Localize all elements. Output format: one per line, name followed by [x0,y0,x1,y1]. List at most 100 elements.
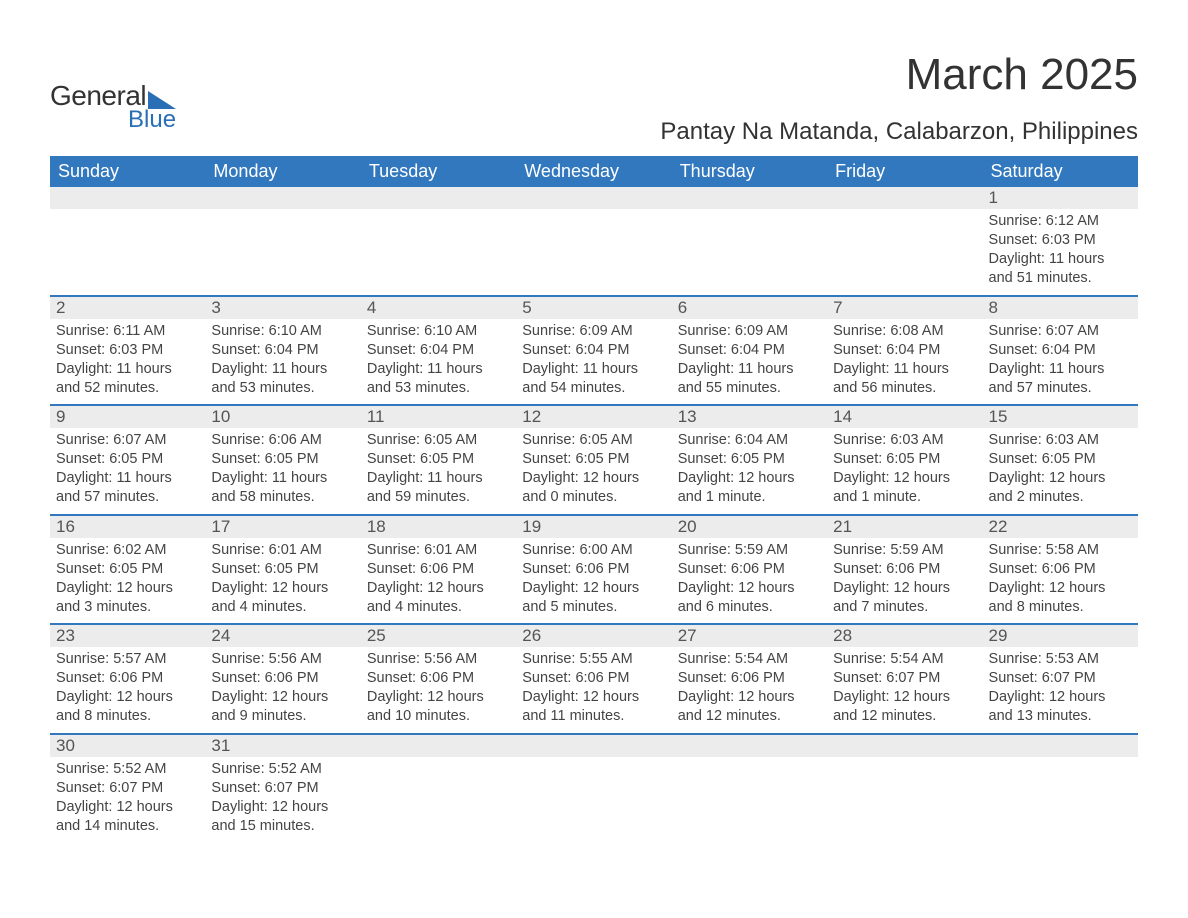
sunset-text: Sunset: 6:05 PM [56,450,199,469]
week-row: 2Sunrise: 6:11 AMSunset: 6:03 PMDaylight… [50,297,1138,407]
day-header: Friday [827,156,982,187]
day-number [361,735,516,757]
day-body: Sunrise: 6:01 AMSunset: 6:06 PMDaylight:… [361,538,516,624]
daylight-text: Daylight: 11 hours and 51 minutes. [989,250,1132,288]
day-number: 22 [983,516,1138,538]
day-body: Sunrise: 6:09 AMSunset: 6:04 PMDaylight:… [516,319,671,405]
daylight-text: Daylight: 12 hours and 6 minutes. [678,579,821,617]
day-cell: 31Sunrise: 5:52 AMSunset: 6:07 PMDayligh… [205,735,360,843]
day-cell [983,735,1138,843]
sunrise-text: Sunrise: 5:55 AM [522,650,665,669]
day-cell: 15Sunrise: 6:03 AMSunset: 6:05 PMDayligh… [983,406,1138,514]
day-body: Sunrise: 6:03 AMSunset: 6:05 PMDaylight:… [983,428,1138,514]
day-body [672,209,827,287]
daylight-text: Daylight: 11 hours and 57 minutes. [56,469,199,507]
sunrise-text: Sunrise: 6:06 AM [211,431,354,450]
day-body: Sunrise: 5:53 AMSunset: 6:07 PMDaylight:… [983,647,1138,733]
day-number: 18 [361,516,516,538]
sunset-text: Sunset: 6:04 PM [678,341,821,360]
day-cell [516,735,671,843]
daylight-text: Daylight: 12 hours and 9 minutes. [211,688,354,726]
sunset-text: Sunset: 6:04 PM [522,341,665,360]
day-body: Sunrise: 6:05 AMSunset: 6:05 PMDaylight:… [516,428,671,514]
day-header: Thursday [672,156,827,187]
sunrise-text: Sunrise: 5:52 AM [56,760,199,779]
sunset-text: Sunset: 6:04 PM [211,341,354,360]
day-number: 14 [827,406,982,428]
logo: General Blue [50,50,176,134]
month-title: March 2025 [660,50,1138,100]
day-header: Wednesday [516,156,671,187]
week-row: 9Sunrise: 6:07 AMSunset: 6:05 PMDaylight… [50,406,1138,516]
day-cell: 26Sunrise: 5:55 AMSunset: 6:06 PMDayligh… [516,625,671,733]
day-cell [516,187,671,295]
day-header: Monday [205,156,360,187]
day-number: 27 [672,625,827,647]
day-cell [672,187,827,295]
day-cell: 2Sunrise: 6:11 AMSunset: 6:03 PMDaylight… [50,297,205,405]
day-body: Sunrise: 6:07 AMSunset: 6:04 PMDaylight:… [983,319,1138,405]
day-body: Sunrise: 6:03 AMSunset: 6:05 PMDaylight:… [827,428,982,514]
day-body: Sunrise: 6:10 AMSunset: 6:04 PMDaylight:… [361,319,516,405]
day-body: Sunrise: 5:56 AMSunset: 6:06 PMDaylight:… [205,647,360,733]
day-number: 19 [516,516,671,538]
day-body: Sunrise: 6:04 AMSunset: 6:05 PMDaylight:… [672,428,827,514]
sunrise-text: Sunrise: 5:56 AM [367,650,510,669]
day-number [516,735,671,757]
day-body [361,757,516,835]
day-body: Sunrise: 5:56 AMSunset: 6:06 PMDaylight:… [361,647,516,733]
day-cell: 11Sunrise: 6:05 AMSunset: 6:05 PMDayligh… [361,406,516,514]
day-body [361,209,516,287]
day-number: 31 [205,735,360,757]
sunset-text: Sunset: 6:05 PM [989,450,1132,469]
day-cell: 14Sunrise: 6:03 AMSunset: 6:05 PMDayligh… [827,406,982,514]
day-cell: 13Sunrise: 6:04 AMSunset: 6:05 PMDayligh… [672,406,827,514]
day-cell: 1Sunrise: 6:12 AMSunset: 6:03 PMDaylight… [983,187,1138,295]
day-cell: 16Sunrise: 6:02 AMSunset: 6:05 PMDayligh… [50,516,205,624]
day-body: Sunrise: 5:58 AMSunset: 6:06 PMDaylight:… [983,538,1138,624]
day-cell: 18Sunrise: 6:01 AMSunset: 6:06 PMDayligh… [361,516,516,624]
daylight-text: Daylight: 12 hours and 5 minutes. [522,579,665,617]
day-cell [361,735,516,843]
day-cell [361,187,516,295]
day-number: 7 [827,297,982,319]
day-body: Sunrise: 6:06 AMSunset: 6:05 PMDaylight:… [205,428,360,514]
day-body: Sunrise: 5:54 AMSunset: 6:07 PMDaylight:… [827,647,982,733]
day-cell: 29Sunrise: 5:53 AMSunset: 6:07 PMDayligh… [983,625,1138,733]
sunrise-text: Sunrise: 5:57 AM [56,650,199,669]
sunset-text: Sunset: 6:05 PM [211,560,354,579]
day-body: Sunrise: 6:05 AMSunset: 6:05 PMDaylight:… [361,428,516,514]
daylight-text: Daylight: 12 hours and 11 minutes. [522,688,665,726]
sunset-text: Sunset: 6:05 PM [522,450,665,469]
day-number [361,187,516,209]
day-number: 25 [361,625,516,647]
day-body: Sunrise: 6:12 AMSunset: 6:03 PMDaylight:… [983,209,1138,295]
day-body: Sunrise: 5:59 AMSunset: 6:06 PMDaylight:… [827,538,982,624]
daylight-text: Daylight: 12 hours and 7 minutes. [833,579,976,617]
sunrise-text: Sunrise: 6:10 AM [211,322,354,341]
day-number: 11 [361,406,516,428]
day-number: 13 [672,406,827,428]
day-number [516,187,671,209]
day-cell: 24Sunrise: 5:56 AMSunset: 6:06 PMDayligh… [205,625,360,733]
day-number: 3 [205,297,360,319]
day-number: 17 [205,516,360,538]
sunrise-text: Sunrise: 5:56 AM [211,650,354,669]
day-body [516,209,671,287]
day-body: Sunrise: 5:55 AMSunset: 6:06 PMDaylight:… [516,647,671,733]
day-cell: 19Sunrise: 6:00 AMSunset: 6:06 PMDayligh… [516,516,671,624]
day-body: Sunrise: 6:07 AMSunset: 6:05 PMDaylight:… [50,428,205,514]
day-cell: 4Sunrise: 6:10 AMSunset: 6:04 PMDaylight… [361,297,516,405]
weeks-container: 1Sunrise: 6:12 AMSunset: 6:03 PMDaylight… [50,187,1138,842]
week-row: 30Sunrise: 5:52 AMSunset: 6:07 PMDayligh… [50,735,1138,843]
sunrise-text: Sunrise: 5:54 AM [678,650,821,669]
sunrise-text: Sunrise: 5:54 AM [833,650,976,669]
day-number: 9 [50,406,205,428]
day-header-row: SundayMondayTuesdayWednesdayThursdayFrid… [50,156,1138,187]
logo-text-blue: Blue [50,106,176,134]
day-number [827,735,982,757]
day-cell: 17Sunrise: 6:01 AMSunset: 6:05 PMDayligh… [205,516,360,624]
day-cell: 12Sunrise: 6:05 AMSunset: 6:05 PMDayligh… [516,406,671,514]
day-number: 29 [983,625,1138,647]
sunrise-text: Sunrise: 6:07 AM [989,322,1132,341]
